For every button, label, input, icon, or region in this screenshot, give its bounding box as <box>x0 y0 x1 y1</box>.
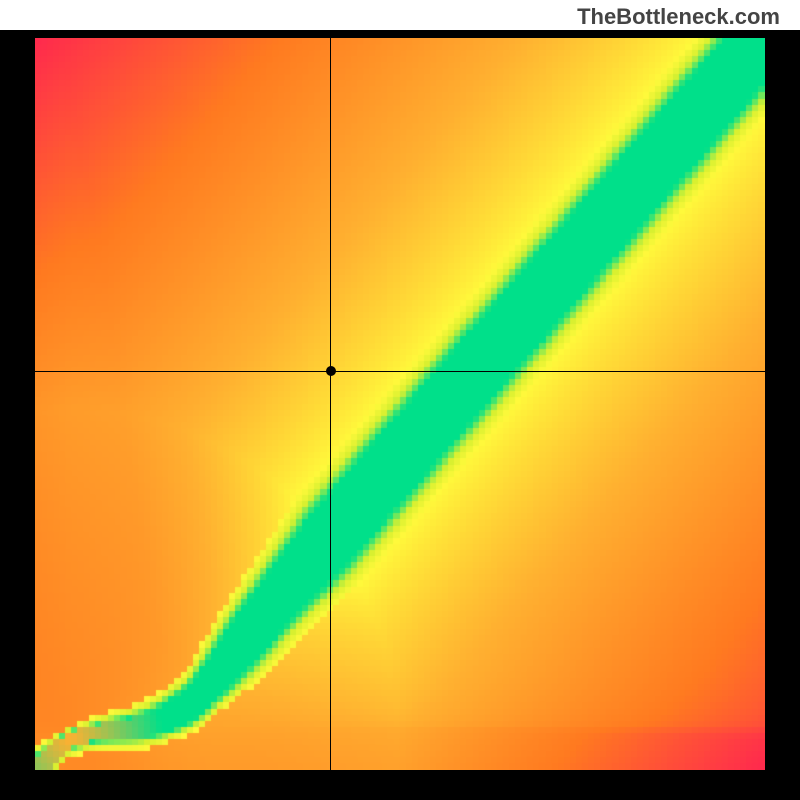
heatmap-canvas <box>35 38 765 770</box>
watermark-text: TheBottleneck.com <box>577 4 780 30</box>
crosshair-horizontal <box>35 371 765 372</box>
crosshair-vertical <box>330 38 331 770</box>
chart-container: TheBottleneck.com <box>0 0 800 800</box>
marker-point <box>326 366 336 376</box>
outer-frame <box>0 30 800 800</box>
heatmap-plot-area <box>35 38 765 770</box>
